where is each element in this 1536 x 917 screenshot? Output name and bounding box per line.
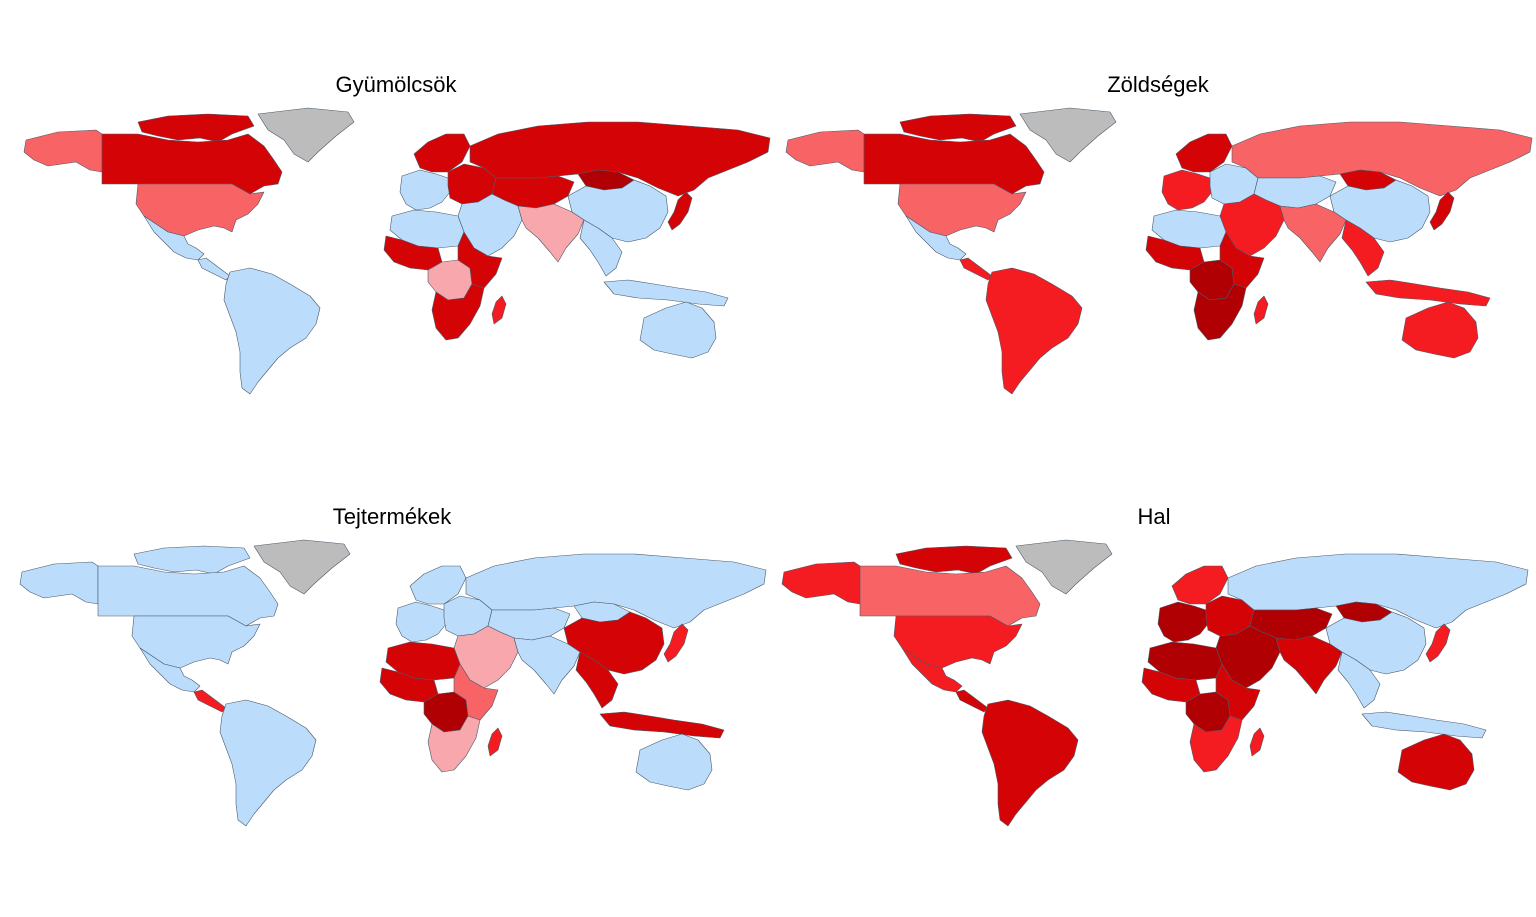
region-central-africa xyxy=(423,691,469,733)
region-australia xyxy=(635,733,713,791)
region-south-america xyxy=(219,699,317,827)
region-alaska xyxy=(781,561,861,605)
region-southern-africa xyxy=(1189,715,1243,773)
world-map xyxy=(781,539,1529,827)
region-arctic-islands xyxy=(895,545,1013,575)
region-central-america xyxy=(955,689,989,713)
region-western-europe xyxy=(395,601,447,643)
region-greenland xyxy=(257,107,355,163)
region-mexico xyxy=(143,215,205,261)
region-southern-africa xyxy=(1193,283,1247,341)
region-alaska xyxy=(19,561,99,605)
region-east-africa xyxy=(457,231,503,289)
region-scandinavia xyxy=(413,133,471,173)
region-indonesia xyxy=(1361,711,1487,739)
region-south-america xyxy=(223,267,321,395)
region-southern-africa xyxy=(427,715,481,773)
region-australia xyxy=(1397,733,1475,791)
region-japan xyxy=(1429,191,1455,231)
panel-vegetables: Zöldségek xyxy=(780,72,1536,395)
region-south-america xyxy=(981,699,1079,827)
region-indonesia xyxy=(1365,279,1491,307)
region-greenland xyxy=(1015,539,1113,595)
region-south-america xyxy=(985,267,1083,395)
region-central-africa xyxy=(1185,691,1231,733)
region-australia xyxy=(1401,301,1479,359)
region-arctic-islands xyxy=(137,113,255,143)
region-southeast-asia xyxy=(575,651,619,709)
region-central-africa xyxy=(1189,259,1235,301)
region-indonesia xyxy=(599,711,725,739)
panel-title: Tejtermékek xyxy=(332,504,452,529)
region-east-africa xyxy=(453,663,499,721)
world-map xyxy=(23,107,771,395)
region-central-america xyxy=(959,257,993,281)
region-greenland xyxy=(1019,107,1117,163)
region-japan xyxy=(663,623,689,663)
region-mexico xyxy=(905,215,967,261)
region-indonesia xyxy=(603,279,729,307)
region-madagascar xyxy=(491,295,507,325)
panel-fish: Hal xyxy=(776,504,1532,827)
world-map xyxy=(19,539,767,827)
region-western-europe xyxy=(1161,169,1213,211)
region-southeast-asia xyxy=(1337,651,1381,709)
panel-title: Hal xyxy=(1137,504,1171,529)
region-mexico xyxy=(901,647,963,693)
region-arctic-islands xyxy=(133,545,251,575)
region-central-africa xyxy=(427,259,473,301)
region-japan xyxy=(1425,623,1451,663)
region-south-asia xyxy=(517,203,585,263)
region-southern-africa xyxy=(431,283,485,341)
region-arctic-islands xyxy=(899,113,1017,143)
region-central-america xyxy=(197,257,231,281)
region-western-europe xyxy=(1157,601,1209,643)
region-madagascar xyxy=(1249,727,1265,757)
region-scandinavia xyxy=(409,565,467,605)
region-madagascar xyxy=(1253,295,1269,325)
region-southeast-asia xyxy=(1341,219,1385,277)
panel-title: Gyümölcsök xyxy=(335,72,457,97)
region-central-america xyxy=(193,689,227,713)
region-south-asia xyxy=(513,635,581,695)
region-japan xyxy=(667,191,693,231)
region-scandinavia xyxy=(1171,565,1229,605)
panel-title: Zöldségek xyxy=(1107,72,1209,97)
region-alaska xyxy=(23,129,103,173)
panel-fruits: Gyümölcsök xyxy=(18,72,774,395)
region-australia xyxy=(639,301,717,359)
region-east-africa xyxy=(1215,663,1261,721)
region-western-europe xyxy=(399,169,451,211)
region-southeast-asia xyxy=(579,219,623,277)
region-south-asia xyxy=(1279,203,1347,263)
region-mexico xyxy=(139,647,201,693)
world-map xyxy=(785,107,1533,395)
panel-dairy: Tejtermékek xyxy=(14,504,770,827)
region-east-africa xyxy=(1219,231,1265,289)
region-south-asia xyxy=(1275,635,1343,695)
region-madagascar xyxy=(487,727,503,757)
region-scandinavia xyxy=(1175,133,1233,173)
region-alaska xyxy=(785,129,865,173)
region-greenland xyxy=(253,539,351,595)
